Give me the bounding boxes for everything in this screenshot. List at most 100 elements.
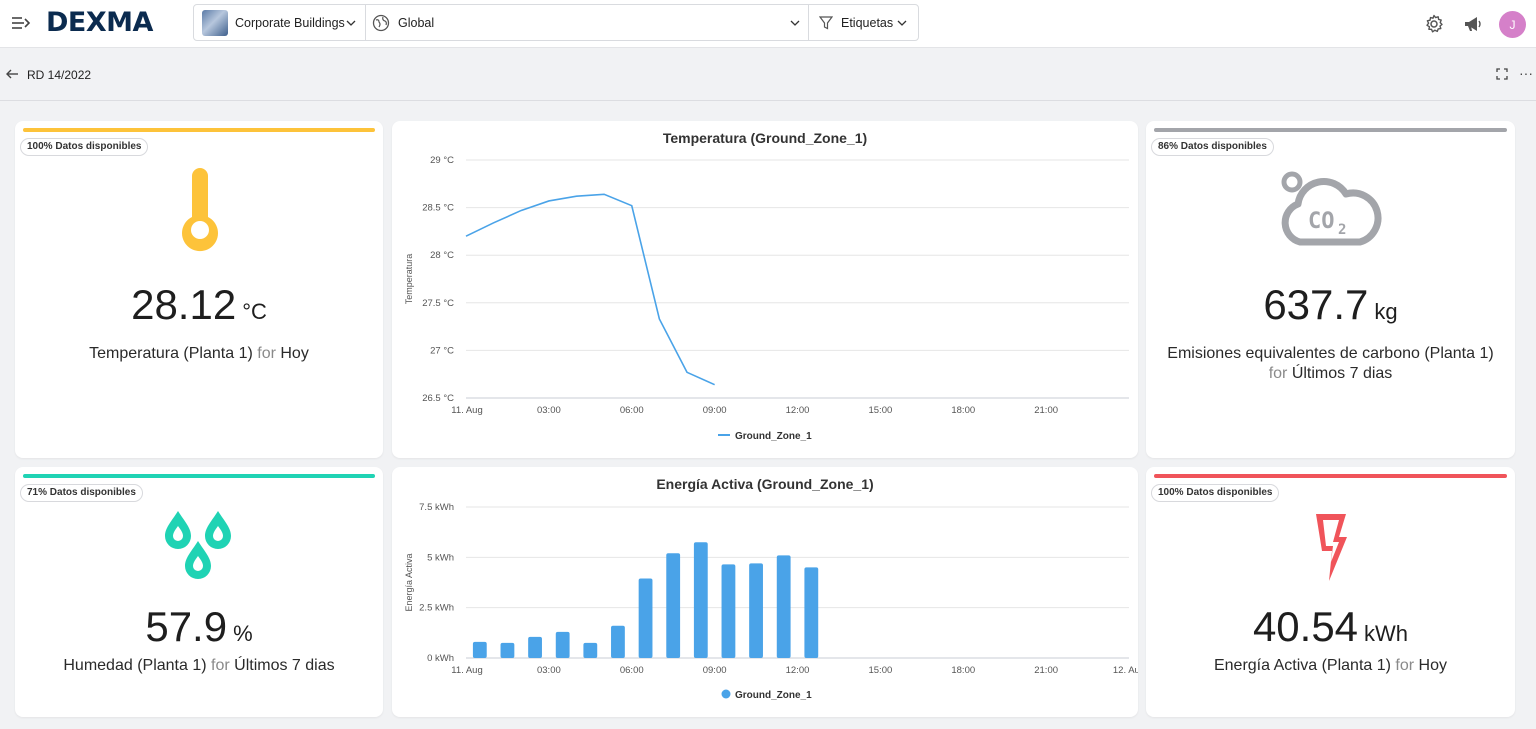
- tags-filter-label: Etiquetas: [841, 15, 894, 30]
- megaphone-icon[interactable]: [1462, 13, 1484, 35]
- kpi-value: 637.7 kg: [1146, 281, 1515, 329]
- kpi-card-energy[interactable]: 100% Datos disponibles 40.54 kWh Energía …: [1146, 467, 1515, 717]
- kpi-label-period: Últimos 7 dias: [234, 657, 335, 674]
- kpi-accent-bar: [1154, 128, 1507, 132]
- water-drops-icon: [165, 511, 231, 579]
- user-avatar[interactable]: J: [1499, 11, 1526, 38]
- kpi-card-co2[interactable]: 86% Datos disponibles CO 2 637.7 kg Emisi…: [1146, 121, 1515, 458]
- thermometer-icon: [182, 168, 218, 252]
- x-tick-label: 12. Aug: [1113, 665, 1138, 676]
- region-selector[interactable]: Global: [366, 5, 809, 40]
- y-tick-label: 29 °C: [430, 155, 454, 166]
- kpi-label-period: Hoy: [1418, 657, 1447, 674]
- x-tick-label: 21:00: [1034, 665, 1058, 676]
- kpi-card-humidity[interactable]: 71% Datos disponibles 57.9% Humedad (Pla…: [15, 467, 383, 717]
- page-title: RD 14/2022: [27, 68, 92, 82]
- x-tick-label: 03:00: [537, 665, 561, 676]
- y-tick-label: 26.5 °C: [422, 393, 454, 404]
- chart-card-temperature[interactable]: Temperatura (Ground_Zone_1) 26.5 °C 27 °C…: [392, 121, 1138, 458]
- kpi-value: 57.9%: [15, 603, 383, 651]
- top-bar: DEXMA Corporate Buildings Global Etiquet…: [0, 0, 1536, 48]
- y-tick-label: 28 °C: [430, 250, 454, 261]
- x-tick-label: 11. Aug: [451, 405, 483, 416]
- more-options-icon[interactable]: ···: [1519, 65, 1533, 81]
- x-tick-label: 06:00: [620, 665, 644, 676]
- x-tick-label: 11. Aug: [451, 665, 483, 676]
- y-tick-label: 0 kWh: [427, 653, 454, 664]
- data-availability-badge: 86% Datos disponibles: [1151, 138, 1274, 156]
- building-selector[interactable]: Corporate Buildings: [194, 5, 366, 40]
- kpi-value: 28.12 °C: [15, 281, 383, 329]
- dexma-logo[interactable]: DEXMA: [46, 7, 153, 38]
- y-tick-label: 28.5 °C: [422, 203, 454, 214]
- data-availability-badge: 100% Datos disponibles: [20, 138, 149, 156]
- filter-funnel-icon: [819, 15, 833, 29]
- chart-card-energy[interactable]: Energía Activa (Ground_Zone_1) 0 kWh 2.5 …: [392, 467, 1138, 717]
- settings-gear-icon[interactable]: [1423, 13, 1445, 35]
- energy-bar-chart: 0 kWh 2.5 kWh 5 kWh 7.5 kWh 11. Aug 03:00 06:0…: [404, 502, 1138, 701]
- chevron-down-icon: [346, 20, 356, 26]
- kpi-label-name: Temperatura (Planta 1): [89, 345, 253, 362]
- y-tick-label: 2.5 kWh: [419, 603, 454, 614]
- kpi-accent-bar: [23, 128, 375, 132]
- globe-icon: [372, 14, 390, 31]
- data-availability-badge: 100% Datos disponibles: [1151, 484, 1280, 502]
- kpi-accent-bar: [23, 474, 375, 478]
- tags-filter[interactable]: Etiquetas: [809, 5, 919, 40]
- bar: [693, 542, 708, 658]
- x-tick-label: 18:00: [951, 665, 975, 676]
- chevron-down-icon: [897, 20, 907, 26]
- kpi-label-for: for: [257, 345, 276, 362]
- breadcrumb: RD 14/2022 ···: [0, 48, 1536, 101]
- x-tick-label: 09:00: [703, 405, 727, 416]
- bar: [776, 555, 791, 658]
- bar: [555, 631, 570, 658]
- temperature-line-chart: 26.5 °C 27 °C 27.5 °C 28 °C 28.5 °C 29 °C 11. …: [404, 155, 1129, 442]
- legend-label: Ground_Zone_1: [735, 690, 812, 701]
- x-tick-label: 09:00: [703, 665, 727, 676]
- co2-cloud-icon: CO 2: [1281, 171, 1382, 246]
- bar: [749, 563, 763, 658]
- legend-label: Ground_Zone_1: [735, 431, 812, 442]
- bar: [583, 642, 598, 658]
- kpi-label: Temperatura (Planta 1) for Hoy: [25, 344, 373, 364]
- sidebar-toggle-icon[interactable]: [10, 12, 32, 34]
- chart-title: Energía Activa (Ground_Zone_1): [656, 476, 874, 492]
- bar: [472, 641, 487, 658]
- fullscreen-icon[interactable]: [1496, 68, 1508, 80]
- kpi-label-for: for: [211, 657, 230, 674]
- x-tick-label: 15:00: [868, 665, 892, 676]
- filter-bar: Corporate Buildings Global Etiquetas: [193, 4, 919, 41]
- bar: [804, 567, 819, 658]
- kpi-number: 57.9: [145, 603, 228, 650]
- kpi-label-period: Hoy: [280, 345, 309, 362]
- y-tick-label: 27 °C: [430, 345, 454, 356]
- building-selector-label: Corporate Buildings: [235, 15, 345, 30]
- kpi-card-temperature[interactable]: 100% Datos disponibles 28.12 °C Temperatu…: [15, 121, 383, 458]
- kpi-label-name: Energía Activa (Planta 1): [1213, 657, 1391, 674]
- kpi-accent-bar: [1154, 474, 1507, 478]
- building-thumbnail: [202, 9, 228, 36]
- back-arrow-icon[interactable]: [5, 67, 19, 81]
- y-tick-label: 5 kWh: [427, 552, 454, 563]
- series-line: [465, 193, 715, 386]
- x-tick-label: 12:00: [786, 665, 810, 676]
- y-axis-label: Temperatura: [404, 254, 414, 305]
- bar: [500, 642, 515, 658]
- region-selector-label: Global: [398, 15, 435, 30]
- x-tick-label: 18:00: [951, 405, 975, 416]
- x-tick-label: 12:00: [786, 405, 810, 416]
- kpi-label-for: for: [1395, 657, 1415, 674]
- kpi-unit: kg: [1374, 299, 1398, 324]
- chevron-down-icon: [790, 20, 800, 26]
- kpi-unit: °C: [242, 299, 267, 324]
- y-axis-label: Energía Activa: [404, 553, 414, 611]
- bar: [611, 625, 625, 658]
- kpi-unit: kWh: [1364, 621, 1409, 646]
- x-tick-label: 06:00: [620, 405, 644, 416]
- kpi-label-name: Emisiones equivalentes de carbono (Plant…: [1167, 345, 1494, 362]
- data-availability-badge: 71% Datos disponibles: [20, 484, 143, 502]
- kpi-label-name: Humedad (Planta 1): [63, 657, 207, 674]
- co2-glyph: CO: [1308, 209, 1335, 234]
- kpi-label-for: for: [1268, 365, 1288, 382]
